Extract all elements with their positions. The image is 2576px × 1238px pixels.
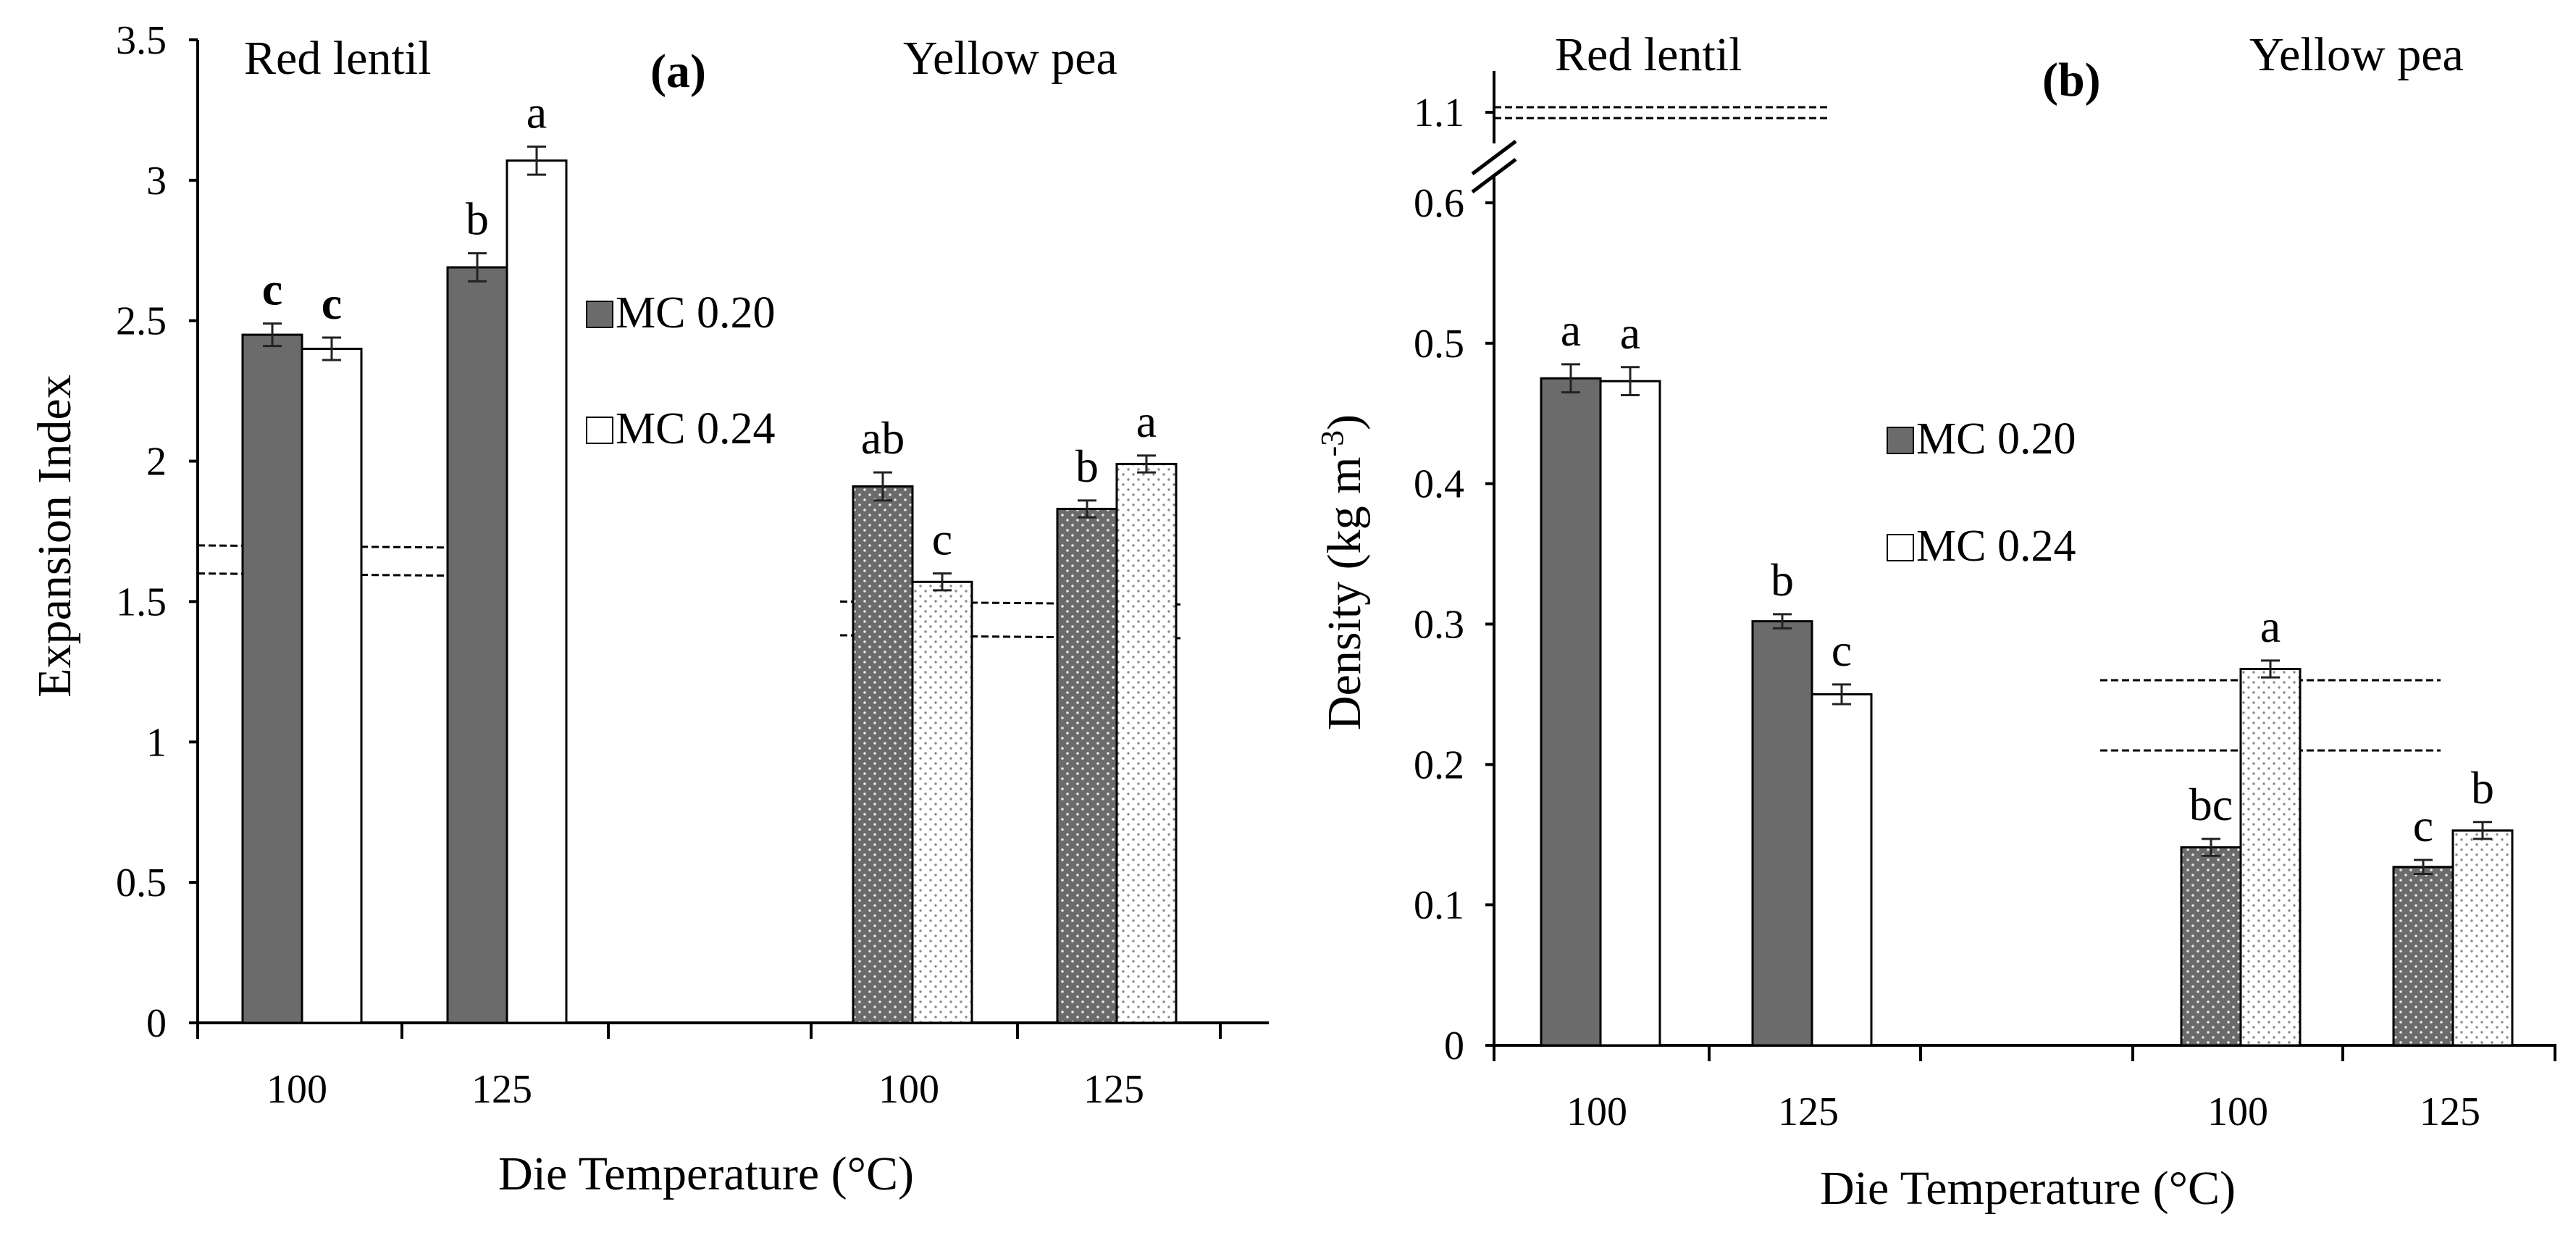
panel-a-legend-swatch-mc020 xyxy=(586,301,613,328)
panel-b-legend-label-mc020: MC 0.20 xyxy=(1916,414,2076,464)
bar-mc-024-red-lentil-125 xyxy=(1811,693,1873,1047)
panel-b-group-label-red-lentil: Red lentil xyxy=(1555,28,1742,81)
panel-a-legend-label-mc020: MC 0.20 xyxy=(616,288,775,338)
bar-mc-020-yellow-pea-100 xyxy=(2180,846,2242,1047)
x-category-label: 125 xyxy=(471,1067,532,1112)
panel-a-group-label-red-lentil: Red lentil xyxy=(244,32,431,85)
panel-a-legend: MC 0.20 MC 0.24 xyxy=(586,288,775,453)
panel-a-legend-label-mc024: MC 0.24 xyxy=(616,404,775,453)
panel-b-category-labels: 100 125 100 125 xyxy=(1566,1089,2480,1134)
significance-letter: b xyxy=(1075,440,1099,492)
panel-b-axes: 1.1 xyxy=(1414,71,2556,1047)
bar-mc-020-yellow-pea-100 xyxy=(852,485,914,1024)
y-tick-label: 2 xyxy=(146,440,167,485)
x-category-label: 100 xyxy=(878,1067,939,1112)
bar-mc-020-yellow-pea-125 xyxy=(1056,507,1118,1024)
bar-mc-020-red-lentil-125 xyxy=(446,266,508,1024)
panel-a-group-label-yellow-pea: Yellow pea xyxy=(903,32,1117,85)
panel-b-y-axis-title-sup: -3 xyxy=(1314,430,1350,457)
bar-mc-020-red-lentil-100 xyxy=(241,333,303,1024)
bar-mc-024-yellow-pea-100 xyxy=(911,580,973,1024)
panel-a-error-bars xyxy=(263,145,1156,592)
panel-b-x-axis-title: Die Temperature (°C) xyxy=(1820,1162,2236,1215)
y-tick-label: 3.5 xyxy=(116,18,167,63)
significance-letter: c xyxy=(2413,800,2433,851)
y-tick-label: 0.6 xyxy=(1414,181,1464,226)
panel-a-legend-swatch-mc024 xyxy=(586,417,613,444)
y-tick-label: 0 xyxy=(146,1001,167,1046)
y-tick-label: 0 xyxy=(1444,1024,1464,1068)
panel-b-legend: MC 0.20 MC 0.24 xyxy=(1887,414,2076,571)
panel-b-x-tick-marks xyxy=(1493,1045,2556,1061)
x-category-label: 125 xyxy=(2420,1089,2480,1134)
bar-mc-024-yellow-pea-125 xyxy=(2451,829,2514,1047)
significance-letter: bc xyxy=(2189,779,2233,830)
x-category-label: 100 xyxy=(1566,1089,1627,1134)
y-tick-label: 0.3 xyxy=(1414,603,1464,648)
panel-b-axis-break-mark-2 xyxy=(1471,158,1517,193)
y-tick-label: 1 xyxy=(146,720,167,765)
panel-b-y-axis-title-main: Density (kg m xyxy=(1318,457,1371,731)
bar-mc-020-yellow-pea-125 xyxy=(2392,866,2454,1047)
panel-b-break-tick-label: 1.1 xyxy=(1414,91,1464,135)
y-tick-label: 1.5 xyxy=(116,580,167,624)
bar-mc-024-red-lentil-125 xyxy=(505,159,568,1024)
significance-letter: c xyxy=(1832,624,1852,676)
y-tick-label: 0.5 xyxy=(1414,322,1464,367)
bar-mc-024-yellow-pea-100 xyxy=(2239,668,2302,1047)
bar-mc-024-red-lentil-100 xyxy=(301,347,363,1024)
significance-letter: a xyxy=(526,86,547,138)
significance-letter: c xyxy=(932,514,952,565)
panel-a-x-axis-title: Die Temperature (°C) xyxy=(498,1147,914,1200)
panel-b-bars xyxy=(1540,377,2514,1047)
bar-mc-020-red-lentil-125 xyxy=(1751,620,1813,1047)
panel-b-y-ticks: 0 0.1 0.2 0.3 0.4 0.5 0.6 xyxy=(1414,181,1494,1068)
significance-letter: a xyxy=(2260,601,2281,652)
bar-mc-024-yellow-pea-125 xyxy=(1115,462,1178,1024)
y-tick-label: 0.5 xyxy=(116,861,167,906)
panel-b-error-bars xyxy=(1561,363,2492,876)
panel-a-y-ticks: 0 0.5 1 1.5 2 2.5 3 3.5 xyxy=(116,18,198,1046)
y-tick-label: 0.2 xyxy=(1414,743,1464,787)
significance-letter: a xyxy=(1620,307,1640,359)
y-tick-label: 3 xyxy=(146,159,167,204)
panel-b-label: (b) xyxy=(2042,54,2101,106)
significance-letter: c xyxy=(322,277,342,329)
panel-a-x-tick-marks xyxy=(196,1023,1222,1039)
panel-b-legend-swatch-mc020 xyxy=(1887,427,1914,454)
bar-mc-020-red-lentil-100 xyxy=(1540,377,1602,1047)
bar-mc-024-red-lentil-100 xyxy=(1599,380,1661,1047)
significance-letter: c xyxy=(262,264,282,315)
x-category-label: 100 xyxy=(267,1067,327,1112)
panel-a-bars xyxy=(241,159,1178,1024)
significance-letter: b xyxy=(2471,762,2494,814)
x-category-label: 100 xyxy=(2207,1089,2268,1134)
y-tick-label: 2.5 xyxy=(116,299,167,344)
panel-b-axis-break-mark-1 xyxy=(1471,140,1517,175)
y-tick-label: 0.4 xyxy=(1414,462,1464,507)
panel-a-label: (a) xyxy=(650,45,706,98)
panel-a-category-labels: 100 125 100 125 xyxy=(267,1067,1144,1112)
y-tick-label: 0.1 xyxy=(1414,883,1464,928)
significance-letter: a xyxy=(1561,304,1581,356)
significance-letter: b xyxy=(466,193,489,245)
x-category-label: 125 xyxy=(1083,1067,1144,1112)
panel-a-y-axis-title: Expansion Index xyxy=(28,375,81,697)
panel-b-legend-label-mc024: MC 0.24 xyxy=(1916,522,2076,571)
panel-b-y-axis-title-end: ) xyxy=(1318,414,1371,430)
significance-letter: a xyxy=(1136,396,1157,447)
panel-b-y-axis-title: Density (kg m-3) xyxy=(1314,414,1371,730)
panel-b-legend-swatch-mc024 xyxy=(1887,534,1914,561)
x-category-label: 125 xyxy=(1778,1089,1839,1134)
significance-letter: ab xyxy=(861,412,905,464)
panel-b-group-label-yellow-pea: Yellow pea xyxy=(2249,28,2464,81)
significance-letter: b xyxy=(1771,554,1794,606)
